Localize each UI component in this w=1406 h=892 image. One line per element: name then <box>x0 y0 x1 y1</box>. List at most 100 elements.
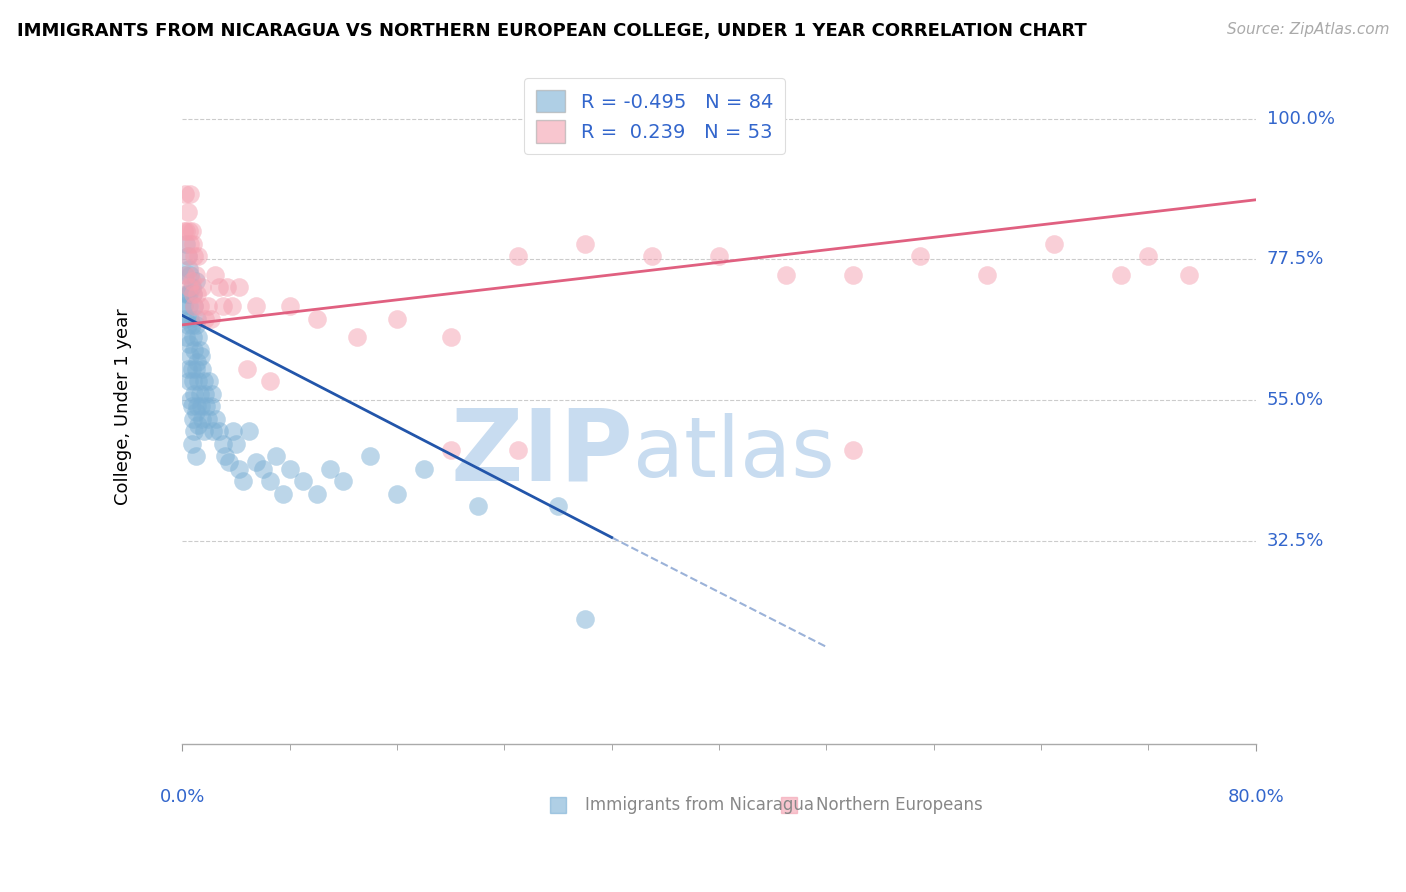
Point <box>207 424 229 438</box>
Point <box>200 399 222 413</box>
Point <box>202 424 225 438</box>
Text: IMMIGRANTS FROM NICARAGUA VS NORTHERN EUROPEAN COLLEGE, UNDER 1 YEAR CORRELATION: IMMIGRANTS FROM NICARAGUA VS NORTHERN EU… <box>17 22 1087 40</box>
Point <box>184 361 207 376</box>
Point <box>177 224 200 238</box>
Point <box>176 236 198 251</box>
Point <box>201 386 224 401</box>
Point <box>181 330 204 344</box>
Point <box>194 386 217 401</box>
Point <box>173 299 195 313</box>
Point <box>179 392 201 407</box>
Point <box>181 286 204 301</box>
Point <box>181 411 204 425</box>
Point <box>385 486 408 500</box>
Point <box>187 417 209 432</box>
Point <box>177 361 200 376</box>
Point <box>186 311 208 326</box>
Point <box>179 186 201 201</box>
Point <box>292 474 315 488</box>
Point <box>190 349 212 363</box>
Point <box>193 424 215 438</box>
Point <box>359 449 381 463</box>
Point <box>1043 236 1066 251</box>
Point <box>181 286 204 301</box>
Point <box>184 274 207 288</box>
Point <box>177 280 200 294</box>
Point <box>842 442 865 457</box>
Point <box>179 268 201 282</box>
Point <box>252 461 274 475</box>
Point <box>183 343 205 357</box>
Point <box>235 361 257 376</box>
Text: 32.5%: 32.5% <box>1267 532 1324 549</box>
Point <box>184 318 207 332</box>
Point <box>191 411 214 425</box>
Point <box>187 249 209 263</box>
Point <box>346 330 368 344</box>
Point <box>177 261 200 276</box>
Text: 100.0%: 100.0% <box>1267 110 1334 128</box>
Point <box>177 249 200 263</box>
Text: 77.5%: 77.5% <box>1267 251 1324 268</box>
Point <box>177 205 200 219</box>
Point <box>412 461 434 475</box>
Point <box>179 311 201 326</box>
Point <box>385 311 408 326</box>
Point <box>228 280 250 294</box>
Point <box>332 474 354 488</box>
Point <box>910 249 932 263</box>
Point <box>180 318 202 332</box>
Point <box>184 449 207 463</box>
Text: 55.0%: 55.0% <box>1267 391 1324 409</box>
Point <box>1111 268 1133 282</box>
Point <box>1177 268 1199 282</box>
Point <box>186 355 208 369</box>
Legend: R = -0.495   N = 84, R =  0.239   N = 53: R = -0.495 N = 84, R = 0.239 N = 53 <box>524 78 785 154</box>
Point <box>186 286 208 301</box>
Point <box>173 224 195 238</box>
Point <box>177 286 200 301</box>
Point <box>188 343 211 357</box>
Text: ZIP: ZIP <box>450 405 633 502</box>
Point <box>177 374 200 388</box>
Point <box>183 386 205 401</box>
Point <box>305 311 328 326</box>
Point <box>259 374 281 388</box>
Point <box>180 436 202 450</box>
Point <box>187 374 209 388</box>
Point <box>183 249 205 263</box>
Point <box>245 299 267 313</box>
Point <box>193 374 215 388</box>
Point <box>180 399 202 413</box>
Point <box>194 311 217 326</box>
Point <box>177 249 200 263</box>
Point <box>574 612 596 626</box>
Point <box>177 299 200 313</box>
Point <box>177 336 200 351</box>
Point <box>245 455 267 469</box>
Point <box>198 374 221 388</box>
Text: Source: ZipAtlas.com: Source: ZipAtlas.com <box>1226 22 1389 37</box>
Point <box>177 318 200 332</box>
Text: 0.0%: 0.0% <box>160 788 205 805</box>
Point <box>440 330 463 344</box>
Point <box>222 424 245 438</box>
Point <box>183 424 205 438</box>
Point <box>228 461 250 475</box>
Point <box>181 374 204 388</box>
Point <box>186 399 208 413</box>
Point <box>183 299 205 313</box>
Point <box>775 268 797 282</box>
Point <box>440 442 463 457</box>
Point <box>225 436 247 450</box>
Point <box>188 299 211 313</box>
Point <box>197 299 219 313</box>
Text: College, Under 1 year: College, Under 1 year <box>114 308 132 505</box>
Point <box>976 268 998 282</box>
Point <box>176 330 198 344</box>
Text: Immigrants from Nicaragua: Immigrants from Nicaragua <box>585 796 814 814</box>
Point <box>278 461 301 475</box>
Point <box>191 280 214 294</box>
Point <box>574 236 596 251</box>
Point <box>176 224 198 238</box>
